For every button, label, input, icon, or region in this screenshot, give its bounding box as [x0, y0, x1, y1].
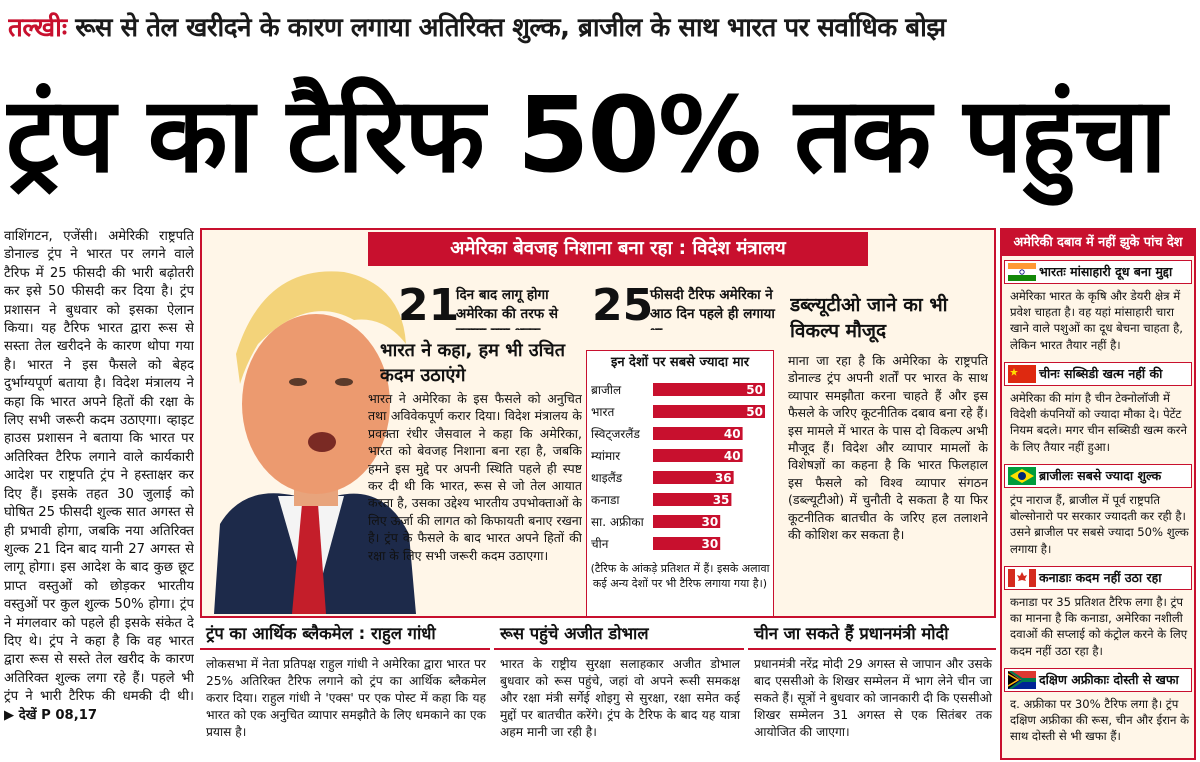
chart-bar [653, 427, 743, 440]
wto-heading: डब्ल्यूटीओ जाने का भी विकल्प मौजूद [790, 294, 948, 342]
country-head: कनाडाः कदम नहीं उठा रहा [1004, 566, 1192, 590]
country-head-text: ब्राजीलः सबसे ज्यादा शुल्क [1039, 468, 1162, 483]
chart-category-label: स्विट्जरलैंड [591, 427, 640, 442]
chart-category-label: सा. अफ्रीका [591, 515, 645, 529]
chart-value-label: 30 [701, 515, 718, 529]
chart-bar [653, 471, 734, 484]
chart-value-label: 30 [701, 537, 718, 551]
country-head-text: दक्षिण अफ्रीकाः दोस्ती से खफा [1039, 672, 1179, 687]
chart-bar [653, 405, 765, 418]
headline: ट्रंप का टैरिफ 50% तक पहुंचा [6, 74, 1167, 196]
trump-photo [204, 234, 416, 614]
bottom-story-title: चीन जा सकते हैं प्रधानमंत्री मोदी [748, 620, 996, 650]
country-head: भारतः मांसाहारी दूध बना मुद्दा [1004, 260, 1192, 284]
bottom-story-body: लोकसभा में नेता प्रतिपक्ष राहुल गांधी ने… [206, 657, 486, 739]
chart-title: इन देशों पर सबसे ज्यादा मार [610, 355, 750, 370]
chart-bar [653, 449, 743, 462]
lead-story-text: वाशिंगटन, एजेंसी। अमेरिकी राष्ट्रपति डोन… [4, 229, 194, 705]
country-head-text: चीनः सब्सिडी खत्म नहीं की [1039, 366, 1163, 381]
chart-category-label: कनाडा [591, 493, 620, 507]
chart-value-label: 35 [713, 493, 730, 507]
country-body: अमेरिका की मांग है चीन टेक्नोलॉजी में वि… [1010, 391, 1187, 454]
country-head: दक्षिण अफ्रीकाः दोस्ती से खफा [1004, 668, 1192, 692]
india-response-body: भारत ने अमेरिका के इस फैसले को अनुचित तथ… [368, 391, 582, 563]
stat-21-number: 21 [398, 284, 460, 330]
wto-body: माना जा रहा है कि अमेरिका के राष्ट्रपति … [788, 353, 988, 543]
five-countries-sidebar: अमेरिकी दबाव में नहीं झुके पांच देश भारत… [1000, 228, 1196, 760]
bottom-story-rahul: ट्रंप का आर्थिक ब्लैकमेल : राहुल गांधी ल… [200, 620, 490, 760]
chart-value-label: 50 [746, 405, 763, 419]
country-body: अमेरिका भारत के कृषि और डेयरी क्षेत्र मे… [1010, 289, 1183, 352]
stat-21-caption: दिन बाद लागू होगा अमेरिका की तरफ से बढ़ा… [456, 287, 558, 330]
chart-bar [653, 383, 765, 396]
china-flag-icon [1008, 365, 1036, 383]
country-item-south-africa: दक्षिण अफ्रीकाः दोस्ती से खफा द. अफ्रीका… [1002, 668, 1194, 758]
stat-25-percent: 25 फीसदी टैरिफ अमेरिका ने आठ दिन पहले ही… [592, 284, 780, 330]
country-body: द. अफ्रीका पर 30% टैरिफ लगा है। ट्रंप दक… [1010, 697, 1189, 744]
kicker-label: तल्खीः [8, 13, 67, 43]
country-item-india: भारतः मांसाहारी दूध बना मुद्दा अमेरिका भ… [1002, 260, 1194, 364]
country-head: ब्राजीलः सबसे ज्यादा शुल्क [1004, 464, 1192, 488]
chart-category-label: भारत [591, 405, 615, 419]
bottom-story-body: प्रधानमंत्री नरेंद्र मोदी 29 अगस्त से जा… [754, 657, 992, 739]
country-item-canada: कनाडाः कदम नहीं उठा रहा कनाडा पर 35 प्रत… [1002, 566, 1194, 666]
chart-category-label: म्यांमार [591, 449, 621, 463]
country-item-china: चीनः सब्सिडी खत्म नहीं की अमेरिका की मां… [1002, 362, 1194, 464]
canada-flag-icon [1008, 569, 1036, 587]
chart-bar [653, 537, 721, 550]
country-body: कनाडा पर 35 प्रतिशत टैरिफ लगा है। ट्रंप … [1010, 595, 1188, 658]
country-item-brazil: ब्राजीलः सबसे ज्यादा शुल्क ट्रंप नाराज ह… [1002, 464, 1194, 566]
chart-category-label: थाइलैंड [591, 471, 623, 485]
chart-bar [653, 515, 721, 528]
lead-story: वाशिंगटन, एजेंसी। अमेरिकी राष्ट्रपति डोन… [4, 228, 194, 760]
country-head-text: भारतः मांसाहारी दूध बना मुद्दा [1039, 264, 1173, 279]
page-reference[interactable]: ▶ देखें P 08,17 [4, 707, 98, 723]
chart-value-label: 40 [724, 427, 741, 441]
chart-value-label: 50 [746, 383, 763, 397]
india-flag-icon [1008, 263, 1036, 281]
south-africa-flag-icon [1008, 671, 1036, 689]
center-feature-box: अमेरिका बेवजह निशाना बना रहा : विदेश मंत… [200, 228, 996, 618]
india-response-heading: भारत ने कहा, हम भी उचित कदम उठाएंगे [380, 340, 565, 386]
chart-category-label: चीन [591, 537, 609, 551]
bottom-story-doval: रूस पहुंचे अजीत डोभाल भारत के राष्ट्रीय … [494, 620, 744, 760]
stat-21-days: 21 दिन बाद लागू होगा अमेरिका की तरफ से ब… [398, 284, 584, 330]
chart-note: (टैरिफ के आंकड़े प्रतिशत में हैं। इसके अ… [590, 562, 770, 590]
chart-bar [653, 493, 732, 506]
center-banner: अमेरिका बेवजह निशाना बना रहा : विदेश मंत… [368, 232, 868, 266]
chart-value-label: 40 [724, 449, 741, 463]
bottom-story-title: ट्रंप का आर्थिक ब्लैकमेल : राहुल गांधी [200, 620, 490, 650]
kicker-line: तल्खीः रूस से तेल खरीदने के कारण लगाया अ… [8, 6, 1194, 50]
country-head-text: कनाडाः कदम नहीं उठा रहा [1039, 570, 1162, 585]
chart-value-label: 36 [715, 471, 732, 485]
stat-25-caption: फीसदी टैरिफ अमेरिका ने आठ दिन पहले ही लग… [650, 287, 775, 330]
country-head: चीनः सब्सिडी खत्म नहीं की [1004, 362, 1192, 386]
chart-category-label: ब्राजील [591, 383, 622, 397]
chart-svg: ब्राजील 50 भारत 50 स्विट्जरलैंड 40 म्यांमार 40 थ… [591, 383, 765, 551]
bottom-story-title: रूस पहुंचे अजीत डोभाल [494, 620, 744, 650]
country-body: ट्रंप नाराज हैं, ब्राजील में पूर्व राष्ट… [1010, 493, 1189, 556]
bottom-story-modi: चीन जा सकते हैं प्रधानमंत्री मोदी प्रधान… [748, 620, 996, 760]
stat-25-number: 25 [592, 284, 654, 330]
sidebar-title: अमेरिकी दबाव में नहीं झुके पांच देश [1002, 230, 1194, 256]
bottom-story-body: भारत के राष्ट्रीय सुरक्षा सलाहकार अजीत ड… [500, 657, 740, 739]
tariff-chart: इन देशों पर सबसे ज्यादा मार ब्राजील 50 भार… [586, 350, 774, 616]
brazil-flag-icon [1008, 467, 1036, 485]
kicker-text: रूस से तेल खरीदने के कारण लगाया अतिरिक्त… [75, 13, 946, 43]
